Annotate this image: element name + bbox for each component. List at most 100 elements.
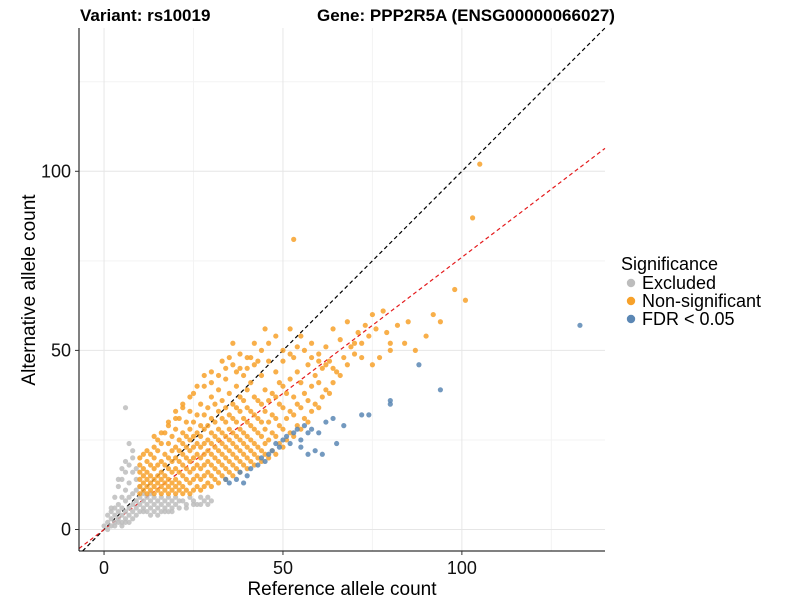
data-point xyxy=(180,498,186,504)
data-point xyxy=(334,369,340,375)
data-point xyxy=(208,415,214,422)
data-point xyxy=(233,444,240,450)
data-point xyxy=(258,347,265,353)
data-point xyxy=(158,476,164,482)
data-point xyxy=(240,430,247,436)
data-point xyxy=(112,519,118,525)
data-point xyxy=(266,340,272,346)
data-point xyxy=(244,466,250,472)
data-point xyxy=(258,448,265,454)
data-point xyxy=(108,523,114,529)
data-point xyxy=(219,451,225,457)
data-point xyxy=(287,430,293,436)
data-point xyxy=(316,430,322,436)
data-point xyxy=(176,415,182,422)
data-point xyxy=(223,433,229,439)
data-point xyxy=(308,383,315,389)
data-point xyxy=(147,451,154,457)
data-point xyxy=(233,383,240,389)
data-point xyxy=(294,423,300,429)
data-point xyxy=(144,483,150,490)
data-point xyxy=(423,333,429,339)
data-point xyxy=(251,340,257,346)
data-point xyxy=(144,458,150,465)
data-point xyxy=(266,419,272,425)
data-point xyxy=(344,362,350,368)
data-point xyxy=(205,405,211,411)
data-point xyxy=(194,430,200,436)
data-point xyxy=(233,466,240,472)
data-point xyxy=(183,433,189,439)
data-point xyxy=(262,326,268,332)
data-point xyxy=(323,362,329,368)
data-point xyxy=(244,473,250,479)
data-point xyxy=(351,340,358,346)
data-point xyxy=(312,401,318,407)
data-point xyxy=(219,415,225,422)
data-point xyxy=(452,286,458,293)
data-point xyxy=(115,476,121,482)
data-point xyxy=(165,466,172,472)
data-point xyxy=(147,498,154,504)
data-point xyxy=(308,354,315,361)
data-point xyxy=(176,458,182,465)
data-point xyxy=(244,433,250,439)
data-point xyxy=(187,408,193,414)
data-point xyxy=(162,480,168,486)
data-point xyxy=(208,380,214,386)
data-point xyxy=(147,473,154,479)
data-point xyxy=(205,437,211,443)
data-point xyxy=(276,380,282,386)
data-point xyxy=(248,466,254,472)
data-point xyxy=(208,451,214,457)
data-point xyxy=(223,419,229,425)
data-point xyxy=(262,458,268,465)
data-point xyxy=(126,505,132,511)
data-point xyxy=(305,451,311,457)
data-point xyxy=(201,462,207,468)
data-point xyxy=(176,469,182,475)
data-point xyxy=(316,358,322,364)
legend-label: Non-significant xyxy=(642,291,761,311)
data-point xyxy=(183,455,189,461)
data-point xyxy=(255,397,261,404)
reference-lines xyxy=(78,27,606,552)
data-point xyxy=(137,494,143,500)
data-point xyxy=(187,458,193,465)
data-point xyxy=(122,487,129,493)
data-point xyxy=(248,458,254,465)
data-point xyxy=(230,462,236,468)
data-point xyxy=(237,458,243,465)
data-point xyxy=(405,319,411,325)
data-point xyxy=(130,491,136,497)
data-point xyxy=(266,455,272,461)
data-point xyxy=(244,444,250,450)
data-point xyxy=(269,430,275,436)
data-point xyxy=(291,394,297,400)
data-point xyxy=(173,501,179,508)
data-point xyxy=(119,494,125,500)
data-point xyxy=(201,383,207,389)
data-point xyxy=(126,440,132,447)
data-point xyxy=(283,390,290,396)
data-point xyxy=(151,444,157,450)
data-point xyxy=(226,437,232,443)
data-point xyxy=(137,476,143,482)
data-point xyxy=(212,455,218,461)
data-point xyxy=(326,390,333,396)
data-point xyxy=(183,505,189,511)
data-point xyxy=(230,415,236,422)
data-point xyxy=(301,390,308,396)
data-point xyxy=(169,458,175,465)
data-point xyxy=(262,451,268,457)
data-point xyxy=(255,415,261,422)
data-point xyxy=(387,397,393,404)
data-point xyxy=(244,405,250,411)
data-point xyxy=(312,448,318,454)
grid-lines xyxy=(79,28,605,551)
data-point xyxy=(230,473,236,479)
data-point xyxy=(140,473,147,479)
data-point xyxy=(240,372,247,379)
data-point xyxy=(190,466,197,472)
data-point xyxy=(244,354,250,361)
